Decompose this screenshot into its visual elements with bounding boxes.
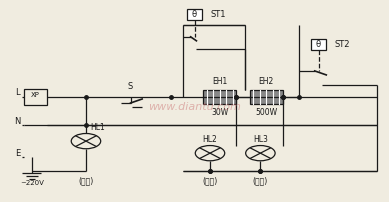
Text: HL3: HL3: [253, 135, 268, 144]
Text: HL2: HL2: [203, 135, 217, 144]
Text: www.diantu.com: www.diantu.com: [148, 102, 241, 112]
Text: (保温): (保温): [202, 177, 217, 186]
Text: L: L: [16, 88, 20, 98]
Text: E: E: [15, 149, 20, 158]
Text: ST2: ST2: [334, 40, 350, 49]
Text: ST1: ST1: [210, 10, 226, 19]
Text: (加热): (加热): [253, 177, 268, 186]
Text: 500W: 500W: [255, 107, 277, 117]
Bar: [187, 9, 202, 20]
Bar: [203, 90, 236, 104]
Text: θ: θ: [316, 40, 321, 49]
Text: (电源): (电源): [78, 177, 94, 186]
Text: HL1: HL1: [90, 123, 105, 132]
Text: S: S: [128, 82, 133, 92]
Text: EH1: EH1: [212, 77, 227, 86]
Bar: [24, 89, 47, 105]
Bar: [250, 90, 283, 104]
Text: 30W: 30W: [211, 107, 228, 117]
Bar: [311, 39, 326, 50]
Text: XP: XP: [31, 92, 40, 98]
Text: EH2: EH2: [259, 77, 274, 86]
Text: ~220V: ~220V: [20, 180, 44, 186]
Text: N: N: [14, 117, 20, 126]
Text: θ: θ: [192, 10, 197, 19]
